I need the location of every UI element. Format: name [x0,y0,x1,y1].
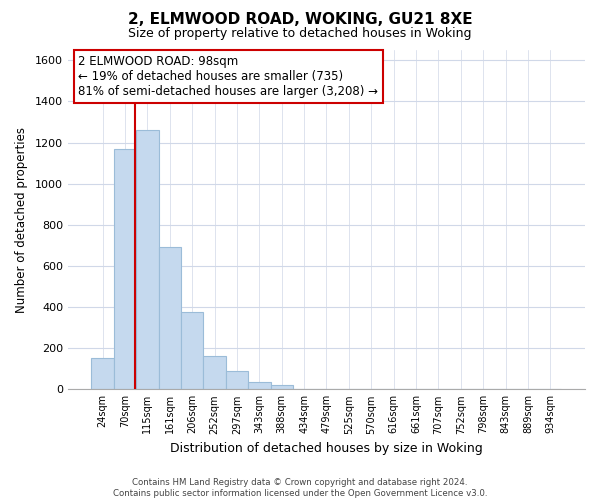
Bar [158,248,181,390]
Bar [136,130,158,390]
Bar [203,356,226,390]
Text: 2 ELMWOOD ROAD: 98sqm
← 19% of detached houses are smaller (735)
81% of semi-det: 2 ELMWOOD ROAD: 98sqm ← 19% of detached … [78,55,378,98]
X-axis label: Distribution of detached houses by size in Woking: Distribution of detached houses by size … [170,442,483,455]
Text: 2, ELMWOOD ROAD, WOKING, GU21 8XE: 2, ELMWOOD ROAD, WOKING, GU21 8XE [128,12,472,28]
Bar [271,385,293,390]
Bar [248,382,271,390]
Bar [114,148,136,390]
Text: Contains HM Land Registry data © Crown copyright and database right 2024.
Contai: Contains HM Land Registry data © Crown c… [113,478,487,498]
Y-axis label: Number of detached properties: Number of detached properties [15,126,28,312]
Bar [91,358,114,390]
Bar [226,371,248,390]
Text: Size of property relative to detached houses in Woking: Size of property relative to detached ho… [128,28,472,40]
Bar [181,312,203,390]
